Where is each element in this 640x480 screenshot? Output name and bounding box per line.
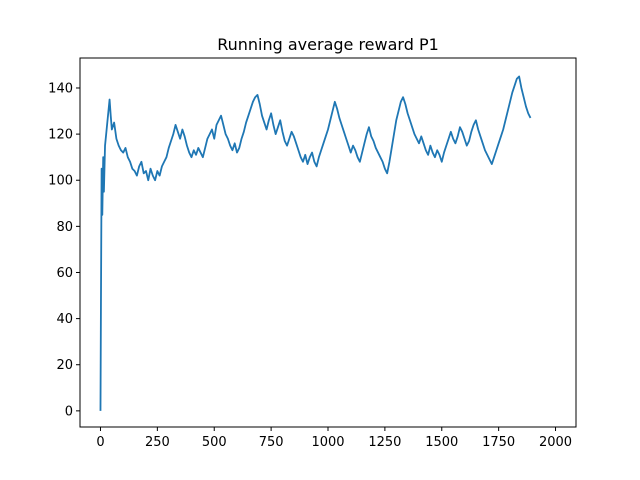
x-tick-label: 500 xyxy=(202,435,227,450)
y-tick-label: 20 xyxy=(56,358,73,373)
y-tick-label: 0 xyxy=(65,404,73,419)
x-tick-label: 750 xyxy=(259,435,284,450)
y-tick-label: 60 xyxy=(56,266,73,281)
y-tick-label: 100 xyxy=(48,174,73,189)
y-tick-label: 140 xyxy=(48,81,73,96)
x-tick-label: 1250 xyxy=(368,435,401,450)
x-tick-label: 1750 xyxy=(482,435,515,450)
x-tick-label: 2000 xyxy=(539,435,572,450)
x-tick-label: 250 xyxy=(145,435,170,450)
series-layer xyxy=(99,75,532,411)
y-tick-label: 80 xyxy=(56,220,73,235)
y-tick-label: 40 xyxy=(56,312,73,327)
series-line-p1 xyxy=(99,75,532,411)
axes: 0 250 500 750 1000 1250 1500 1750 2000 0 20 40 60 80 1… xyxy=(48,81,572,450)
plot-frame xyxy=(79,57,577,428)
chart-title: Running average reward P1 xyxy=(217,35,439,54)
y-tick-label: 120 xyxy=(48,128,73,143)
x-tick-label: 1000 xyxy=(311,435,344,450)
x-tick-label: 0 xyxy=(96,435,104,450)
x-tick-label: 1500 xyxy=(425,435,458,450)
